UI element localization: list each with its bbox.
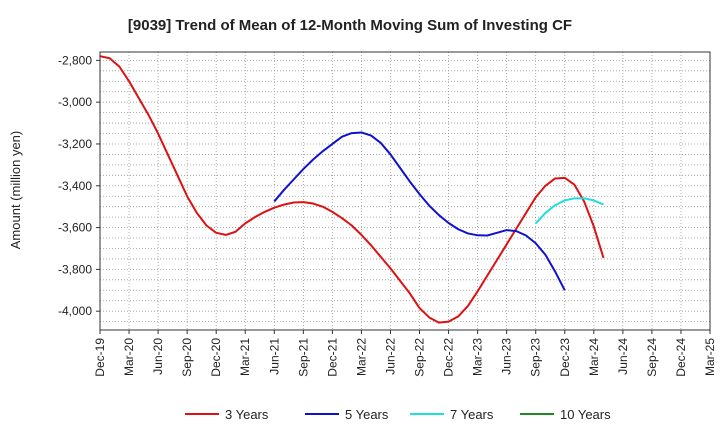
series-line-5-years bbox=[273, 131, 566, 291]
legend-label: 7 Years bbox=[450, 407, 494, 422]
x-tick-label: Jun-22 bbox=[383, 338, 397, 375]
x-tick-label: Jun-21 bbox=[267, 338, 281, 375]
x-tick-label: Mar-23 bbox=[471, 338, 485, 376]
legend-label: 5 Years bbox=[345, 407, 389, 422]
x-tick-label: Mar-24 bbox=[587, 338, 601, 376]
x-tick-label: Jun-24 bbox=[616, 338, 630, 375]
x-tick-label: Sep-21 bbox=[296, 338, 310, 377]
grid bbox=[100, 52, 710, 330]
x-tick-label: Dec-24 bbox=[674, 338, 688, 377]
x-tick-label: Jun-20 bbox=[151, 338, 165, 375]
x-tick-label: Sep-22 bbox=[413, 338, 427, 377]
series-line-7-years bbox=[534, 197, 604, 225]
x-tick-label: Mar-25 bbox=[703, 338, 717, 376]
x-tick-label: Dec-23 bbox=[558, 338, 572, 377]
x-tick-label: Sep-24 bbox=[645, 338, 659, 377]
x-tick-label: Dec-19 bbox=[93, 338, 107, 377]
legend-label: 10 Years bbox=[560, 407, 611, 422]
x-tick-label: Mar-21 bbox=[238, 338, 252, 376]
x-tick-label: Mar-22 bbox=[354, 338, 368, 376]
series-line-3-years bbox=[99, 55, 605, 324]
y-tick-label: -3,200 bbox=[58, 137, 92, 151]
series-lines bbox=[99, 55, 605, 324]
y-tick-label: -3,000 bbox=[58, 95, 92, 109]
x-tick-label: Sep-20 bbox=[180, 338, 194, 377]
y-tick-label: -3,600 bbox=[58, 221, 92, 235]
x-tick-label: Sep-23 bbox=[529, 338, 543, 377]
x-tick-label: Dec-21 bbox=[325, 338, 339, 377]
legend-label: 3 Years bbox=[225, 407, 269, 422]
chart-title: [9039] Trend of Mean of 12-Month Moving … bbox=[128, 17, 572, 34]
plot-frame bbox=[99, 51, 711, 331]
x-tick-label: Jun-23 bbox=[500, 338, 514, 375]
y-tick-label: -2,800 bbox=[58, 53, 92, 67]
x-tick-label: Dec-20 bbox=[209, 338, 223, 377]
y-tick-label: -3,800 bbox=[58, 262, 92, 276]
x-tick-label: Mar-20 bbox=[122, 338, 136, 376]
x-tick-label: Dec-22 bbox=[442, 338, 456, 377]
y-tick-label: -3,400 bbox=[58, 179, 92, 193]
x-axis-ticks: Dec-19 Mar-20 Jun-20 Sep-20 Dec-20 Mar-21 Jun-… bbox=[93, 330, 717, 377]
y-axis-ticks: -2,800 -3,000 -3,200 -3,400 -3,600 -3,800 -4,0… bbox=[58, 53, 100, 318]
y-tick-label: -4,000 bbox=[58, 304, 92, 318]
y-axis-label: Amount (million yen) bbox=[8, 131, 23, 250]
legend: 3 Years 5 Years 7 Years 10 Years bbox=[185, 407, 611, 422]
